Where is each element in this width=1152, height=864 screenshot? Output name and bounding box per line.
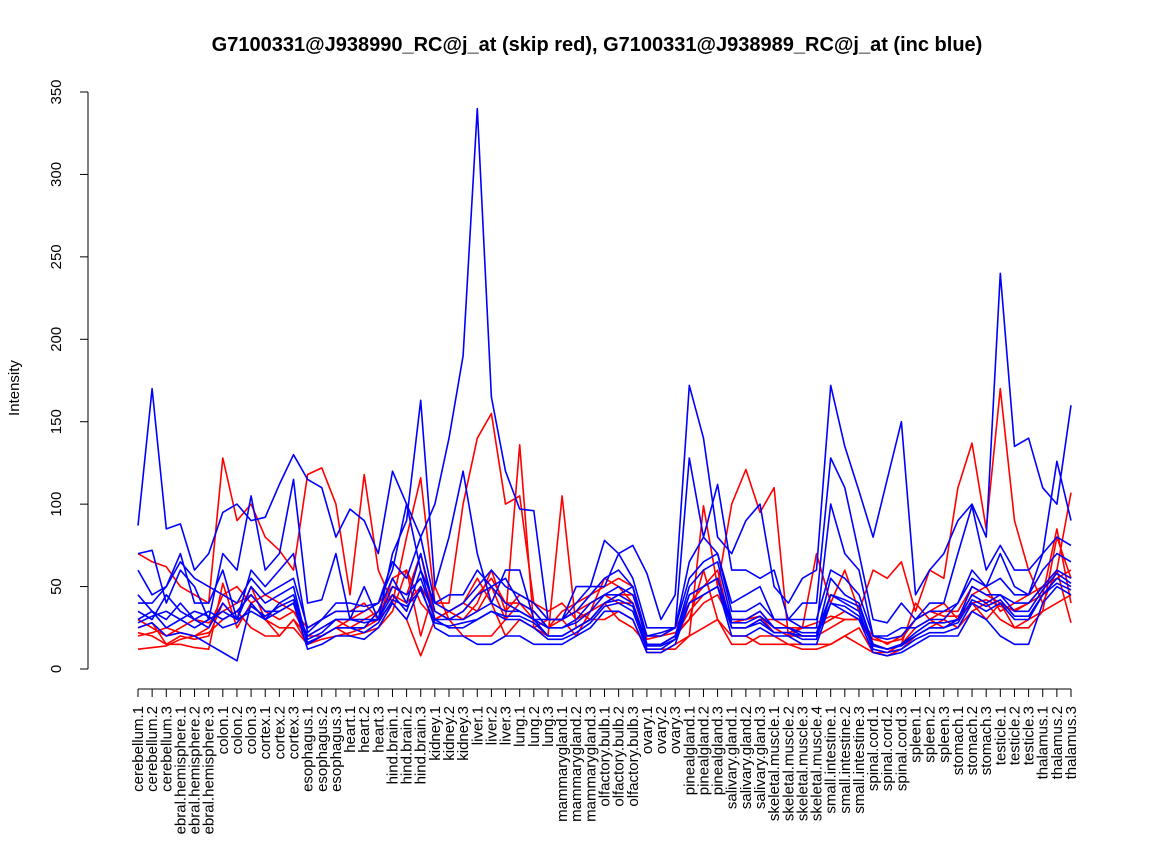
inc-series-line-14 (137, 582, 1072, 651)
x-tick-label: ovary.3 (667, 706, 684, 754)
x-tick-label: colon.2 (229, 706, 246, 754)
x-tick-label: colon.1 (215, 706, 232, 754)
x-tick-label: esophagus.2 (314, 706, 331, 792)
y-tick-label: 200 (48, 327, 65, 352)
y-tick-label: 150 (48, 409, 65, 434)
x-tick-label: liver.3 (498, 706, 515, 745)
x-tick-label: spleen.3 (936, 706, 953, 763)
x-tick-label: heart.3 (370, 706, 387, 753)
x-tick-label: skeletal.muscle.2 (780, 706, 797, 821)
y-tick-label: 100 (48, 492, 65, 517)
x-tick-label: stomach.2 (964, 706, 981, 775)
x-tick-label: testicle.2 (1006, 706, 1023, 765)
x-tick-label: hind.brain.2 (399, 706, 416, 784)
series-layer (137, 107, 1072, 662)
x-tick-label: cerebellum.3 (158, 706, 175, 792)
x-tick-label: lung.1 (512, 706, 529, 747)
x-tick-label: cerebellum.2 (144, 706, 161, 792)
x-tick-label: mammarygland.3 (582, 706, 599, 822)
y-axis: 0 50 100 150 200 250 300 350 (48, 79, 89, 673)
x-tick-label: testicle.3 (1021, 706, 1038, 765)
x-tick-label: spinal.cord.1 (865, 706, 882, 791)
x-tick-label: thalamus.3 (1063, 706, 1080, 779)
x-tick-label: lung.3 (540, 706, 557, 747)
x-tick-label: olfactory.bulb.3 (625, 706, 642, 807)
x-tick-label: ovary.2 (653, 706, 670, 754)
inc-series-line-12 (137, 536, 1072, 641)
x-tick-label: spinal.cord.2 (879, 706, 896, 791)
x-tick-label: salivary.gland.2 (738, 706, 755, 809)
inc-series-line-10 (137, 585, 1072, 662)
x-tick-label: hind.brain.3 (413, 706, 430, 784)
x-tick-label: kidney.2 (441, 706, 458, 761)
x-tick-label: thalamus.2 (1049, 706, 1066, 779)
x-tick-label: testicle.1 (992, 706, 1009, 765)
x-tick-label: hind.brain.1 (384, 706, 401, 784)
x-tick-label: thalamus.1 (1035, 706, 1052, 779)
inc-series-line-7 (137, 399, 1072, 629)
x-tick-label: kidney.1 (427, 706, 444, 761)
x-tick-label: small.intestine.2 (837, 706, 854, 814)
x-tick-label: pinealgland.2 (695, 706, 712, 795)
x-tick-label: pinealgland.1 (681, 706, 698, 795)
x-tick-label: spleen.1 (908, 706, 925, 763)
skip-series-line-4 (137, 528, 1072, 651)
y-axis-label: Intensity (6, 360, 23, 416)
x-tick-label: small.intestine.1 (823, 706, 840, 814)
x-tick-label: stomach.3 (978, 706, 995, 775)
x-tick-label: spleen.2 (922, 706, 939, 763)
x-tick-label: ebral.hemisphere.2 (187, 706, 204, 834)
x-tick-label: pinealgland.3 (710, 706, 727, 795)
x-tick-label: colon.3 (243, 706, 260, 754)
x-tick-label: liver.2 (483, 706, 500, 745)
x-axis: cerebellum.1cerebellum.2cerebellum.3ebra… (130, 688, 1080, 834)
skip-series-line-2 (137, 577, 1072, 657)
x-tick-label: cortex.2 (271, 706, 288, 759)
x-tick-label: heart.2 (356, 706, 373, 753)
y-tick-label: 250 (48, 244, 65, 269)
x-tick-label: skeletal.muscle.4 (809, 706, 826, 821)
x-tick-label: salivary.gland.1 (724, 706, 741, 809)
inc-series-line-6 (137, 107, 1072, 621)
x-tick-label: ebral.hemisphere.3 (201, 706, 218, 834)
x-tick-label: lung.2 (526, 706, 543, 747)
x-tick-label: salivary.gland.3 (752, 706, 769, 809)
x-tick-label: mammarygland.2 (568, 706, 585, 822)
x-tick-label: cortex.1 (257, 706, 274, 759)
y-tick-label: 0 (48, 665, 65, 673)
x-tick-label: esophagus.3 (328, 706, 345, 792)
x-tick-label: mammarygland.1 (554, 706, 571, 822)
x-tick-label: spinal.cord.3 (893, 706, 910, 791)
y-tick-label: 300 (48, 162, 65, 187)
x-tick-label: olfactory.bulb.2 (611, 706, 628, 807)
x-tick-label: skeletal.muscle.1 (766, 706, 783, 821)
x-tick-label: cortex.3 (286, 706, 303, 759)
chart-title: G7100331@J938990_RC@j_at (skip red), G71… (212, 34, 983, 56)
y-tick-label: 50 (48, 578, 65, 595)
x-tick-label: kidney.3 (455, 706, 472, 761)
x-tick-label: stomach.1 (950, 706, 967, 775)
x-tick-label: liver.1 (469, 706, 486, 745)
x-tick-label: skeletal.muscle.3 (794, 706, 811, 821)
x-tick-label: cerebellum.1 (130, 706, 147, 792)
x-tick-label: ebral.hemisphere.1 (172, 706, 189, 834)
x-tick-label: small.intestine.3 (851, 706, 868, 814)
y-tick-label: 350 (48, 79, 65, 104)
x-tick-label: esophagus.1 (300, 706, 317, 792)
x-tick-label: ovary.1 (639, 706, 656, 754)
x-tick-label: olfactory.bulb.1 (597, 706, 614, 807)
inc-series-line-13 (137, 572, 1072, 651)
inc-series-line-11 (137, 569, 1072, 654)
x-tick-label: heart.1 (342, 706, 359, 753)
